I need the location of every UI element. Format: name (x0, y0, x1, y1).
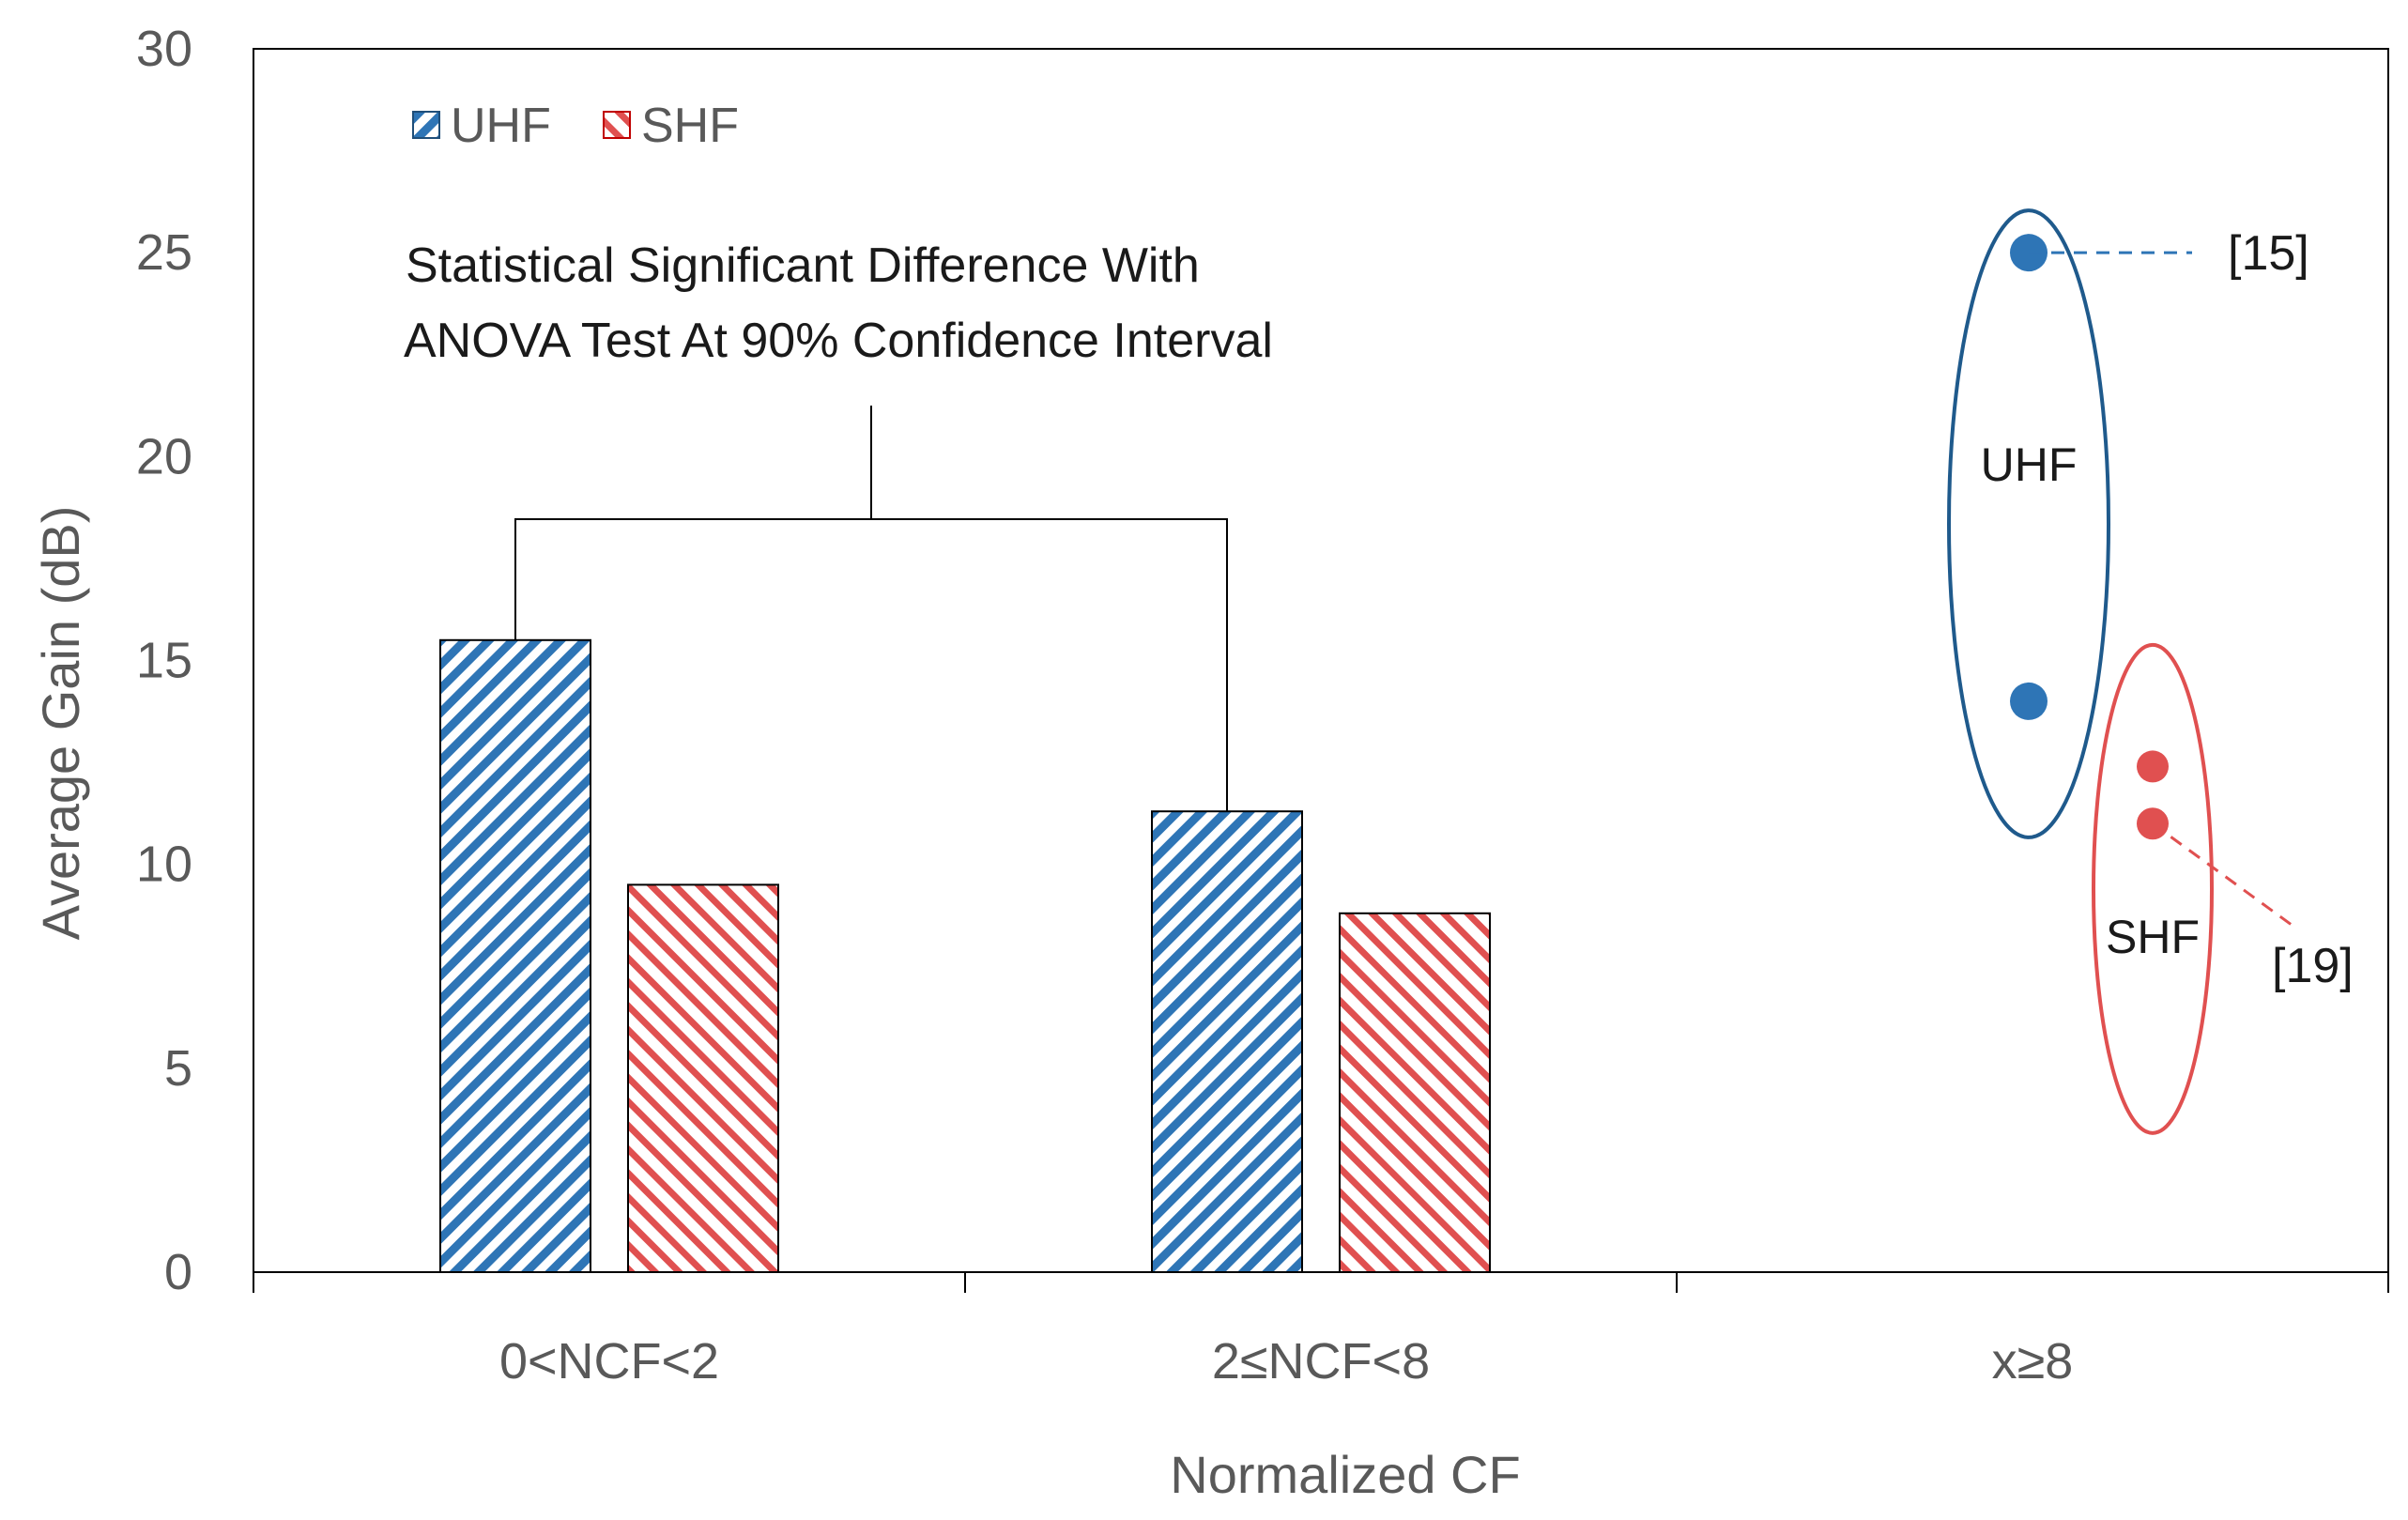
bar-uhf-0 (439, 638, 591, 1273)
legend-label-shf: SHF (641, 99, 739, 153)
x-axis-title: Normalized CF (1170, 1445, 1520, 1504)
significance-bracket (514, 406, 1228, 812)
ellipse-label-uhf: UHF (1981, 438, 2078, 491)
x-tick-label-1: 2≤NCF<8 (1212, 1333, 1430, 1389)
bars (439, 638, 1491, 1274)
point-shf-0 (2137, 750, 2169, 783)
ellipse-label-shf: SHF (2106, 911, 2200, 963)
y-tick-label-15: 15 (136, 633, 192, 689)
annotation-line-1: Statistical Significant Difference With (406, 238, 1200, 293)
reference-leader-shf (2152, 822, 2296, 929)
scatter-points: UHF SHF [15] [19] (1947, 208, 2354, 1135)
y-tick-label-0: 0 (164, 1244, 192, 1300)
annotation-line-2: ANOVA Test At 90% Confidence Interval (404, 314, 1273, 368)
reference-label-shf: [19] (2272, 939, 2354, 993)
y-axis-ticks: 0 5 10 15 20 25 30 (136, 21, 192, 1300)
legend-swatch-shf (603, 111, 631, 139)
reference-label-uhf: [15] (2228, 226, 2309, 281)
y-tick-label-5: 5 (164, 1040, 192, 1097)
legend: UHF SHF (412, 99, 739, 153)
legend-swatch-uhf (412, 111, 440, 139)
y-tick-label-25: 25 (136, 224, 192, 281)
y-tick-label-20: 20 (136, 428, 192, 484)
plot-area (253, 48, 2389, 1273)
ellipse-shf (2092, 642, 2214, 1135)
bracket-line (514, 518, 1228, 812)
y-axis-title: Average Gain (dB) (31, 506, 90, 941)
bar-shf-0 (627, 883, 779, 1274)
point-uhf-1 (2010, 682, 2048, 720)
bar-shf-1 (1339, 912, 1491, 1274)
y-tick-label-10: 10 (136, 837, 192, 893)
legend-label-uhf: UHF (451, 99, 551, 153)
bar-uhf-1 (1151, 810, 1303, 1273)
y-tick-label-30: 30 (136, 21, 192, 77)
x-tick-label-2: x≥8 (1992, 1333, 2074, 1389)
x-tick-label-0: 0<NCF<2 (499, 1333, 719, 1389)
x-axis: 0<NCF<2 2≤NCF<8 x≥8 (253, 1272, 2389, 1389)
ellipse-uhf (1947, 208, 2110, 839)
